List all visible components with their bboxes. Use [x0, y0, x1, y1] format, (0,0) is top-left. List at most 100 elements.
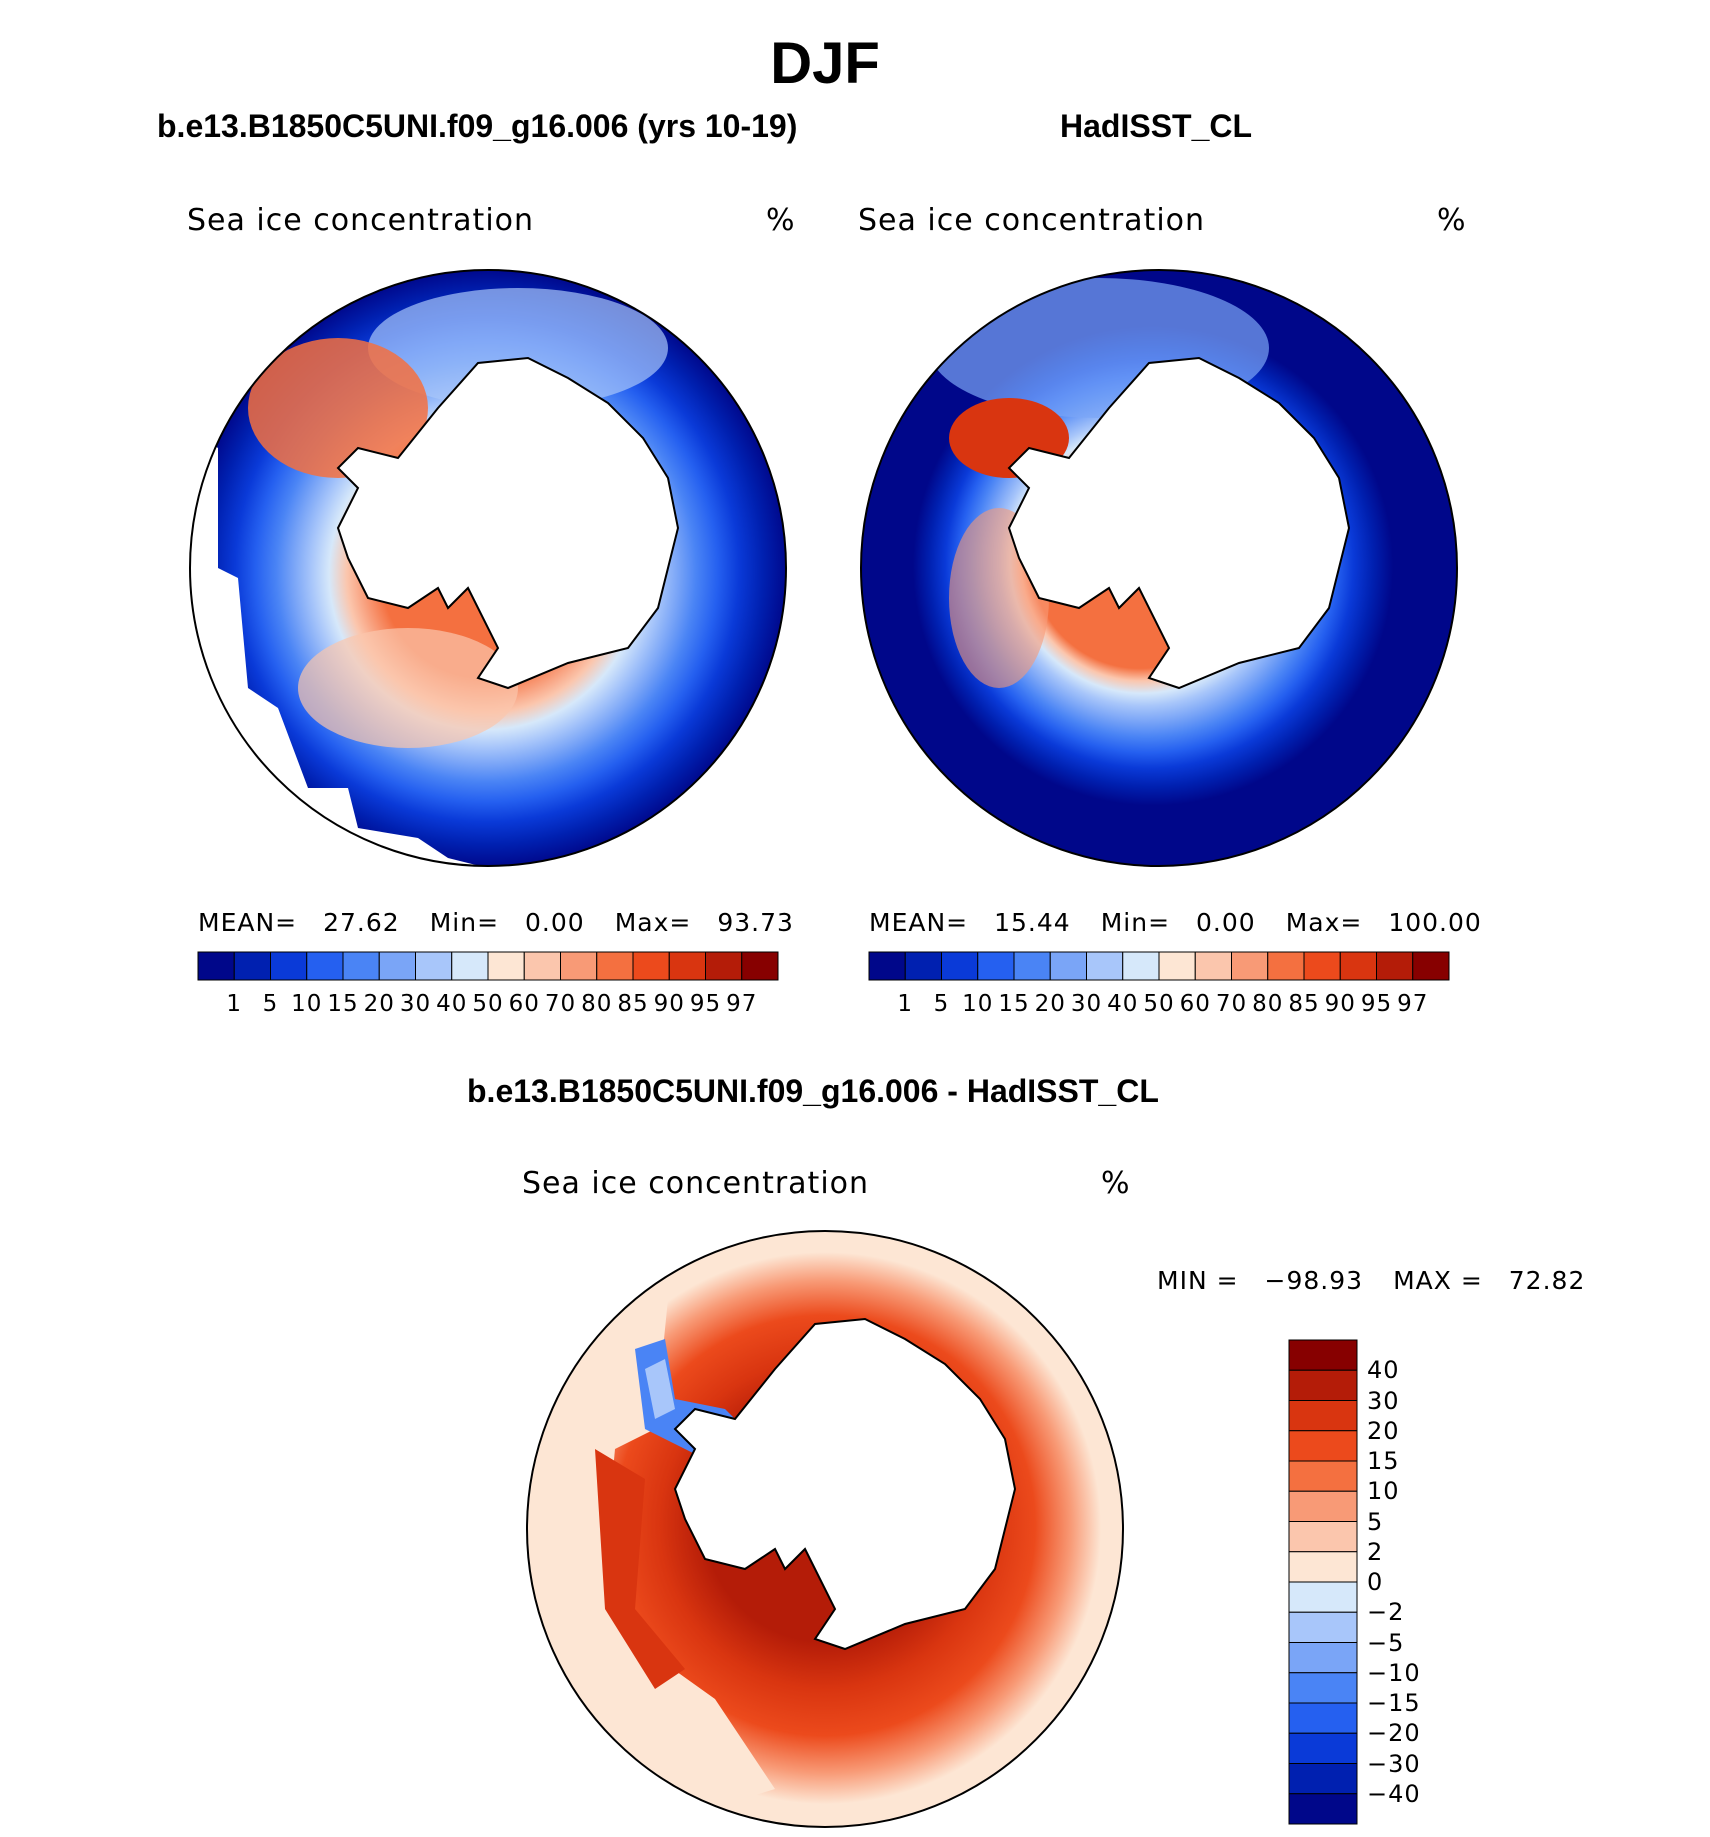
difference-polar-map — [526, 1230, 1124, 1828]
colorbar-tick-label: 85 — [617, 991, 649, 1017]
colorbar-swatch — [1288, 1490, 1358, 1522]
colorbar-swatch — [1288, 1551, 1358, 1583]
colorbar-tick-label: −2 — [1367, 1598, 1405, 1627]
colorbar-swatch — [1288, 1339, 1358, 1371]
colorbar-tick-label: 15 — [1367, 1447, 1400, 1475]
colorbar-swatch — [306, 951, 344, 981]
colorbar-tick-label: 50 — [472, 991, 504, 1017]
colorbar-tick-label: −30 — [1367, 1749, 1421, 1778]
colorbar-tick-label: 40 — [1107, 991, 1139, 1017]
colorbar-swatch — [197, 951, 235, 981]
colorbar-tick-label: 20 — [363, 991, 395, 1017]
panel-2-variable-label: Sea ice concentration — [858, 203, 1206, 238]
colorbar-swatch — [1303, 951, 1341, 981]
colorbar-swatch — [560, 951, 598, 981]
colorbar-tick-label: 90 — [1324, 991, 1356, 1017]
colorbar-swatch — [1122, 951, 1160, 981]
colorbar-swatch — [1288, 1732, 1358, 1764]
antarctica-land — [336, 356, 680, 690]
panel-1-stats: MEAN= 27.62 Min= 0.00 Max= 93.73 — [198, 908, 794, 937]
colorbar-tick-label: 2 — [1367, 1537, 1384, 1566]
colorbar-swatch — [1288, 1642, 1358, 1674]
panel-2-stats: MEAN= 15.44 Min= 0.00 Max= 100.00 — [869, 908, 1482, 937]
colorbar-swatch — [378, 951, 416, 981]
colorbar-swatch — [941, 951, 979, 981]
colorbar-swatch — [1376, 951, 1414, 981]
colorbar-swatch — [415, 951, 453, 981]
colorbar-tick-label: −40 — [1367, 1779, 1421, 1808]
difference-colorbar — [1288, 1339, 1358, 1825]
colorbar-swatch — [1288, 1611, 1358, 1643]
colorbar-swatch — [705, 951, 743, 981]
colorbar-tick-label: 80 — [1252, 991, 1284, 1017]
colorbar-swatch — [270, 951, 308, 981]
colorbar-tick-label: 5 — [262, 991, 279, 1017]
colorbar-swatch — [1288, 1460, 1358, 1492]
colorbar-swatch — [1158, 951, 1196, 981]
colorbar-tick-label: 30 — [399, 991, 432, 1017]
difference-colorbar-ticks: 40 30 20 15 10 5 2 0 −2 −5 −10 −15 −20 −30 −40 — [1367, 1340, 1487, 1824]
difference-stats: MIN = −98.93 MAX = 72.82 — [1157, 1266, 1586, 1295]
colorbar-tick-label: 97 — [726, 991, 758, 1017]
colorbar-swatch — [233, 951, 271, 981]
colorbar-swatch — [1231, 951, 1269, 981]
colorbar-swatch — [1288, 1430, 1358, 1462]
colorbar-swatch — [1288, 1793, 1358, 1825]
colorbar-swatch — [1013, 951, 1051, 981]
colorbar-tick-label: 10 — [962, 991, 994, 1017]
colorbar-tick-label: −5 — [1367, 1628, 1405, 1657]
panel-2-colorbar — [868, 951, 1450, 981]
colorbar-swatch — [1288, 1369, 1358, 1401]
figure-title: DJF — [770, 31, 880, 96]
colorbar-swatch — [1288, 1702, 1358, 1734]
colorbar-swatch — [1288, 1672, 1358, 1704]
colorbar-tick-label: 5 — [933, 991, 950, 1017]
colorbar-swatch — [1194, 951, 1232, 981]
colorbar-swatch — [1288, 1763, 1358, 1795]
difference-title: b.e13.B1850C5UNI.f09_g16.006 - HadISST_C… — [467, 1073, 1159, 1109]
colorbar-swatch — [342, 951, 380, 981]
panel-2-polar-map — [860, 269, 1458, 867]
panel-2-colorbar-ticks: 1 5 10 15 20 30 40 50 60 70 80 85 90 95 97 — [869, 991, 1449, 1021]
colorbar-tick-label: 40 — [1367, 1356, 1400, 1385]
colorbar-swatch — [1339, 951, 1377, 981]
colorbar-tick-label: 95 — [689, 991, 722, 1017]
colorbar-tick-label: −10 — [1367, 1658, 1421, 1687]
colorbar-tick-label: 70 — [544, 991, 577, 1017]
colorbar-tick-label: 15 — [998, 991, 1030, 1017]
colorbar-swatch — [1412, 951, 1450, 981]
colorbar-swatch — [487, 951, 525, 981]
colorbar-swatch — [1288, 1521, 1358, 1553]
colorbar-swatch — [977, 951, 1015, 981]
colorbar-tick-label: 85 — [1288, 991, 1320, 1017]
colorbar-tick-label: 40 — [436, 991, 468, 1017]
panel-1-title: b.e13.B1850C5UNI.f09_g16.006 (yrs 10-19) — [157, 108, 798, 144]
panel-1-variable-label: Sea ice concentration — [187, 203, 535, 238]
colorbar-tick-label: 60 — [1179, 991, 1211, 1017]
colorbar-tick-label: 50 — [1143, 991, 1175, 1017]
panel-1-colorbar-ticks: 1 5 10 15 20 30 40 50 60 70 80 85 90 95 97 — [198, 991, 778, 1021]
colorbar-swatch — [1049, 951, 1087, 981]
colorbar-tick-label: 15 — [327, 991, 359, 1017]
colorbar-tick-label: 20 — [1367, 1416, 1400, 1445]
colorbar-tick-label: 60 — [508, 991, 540, 1017]
colorbar-tick-label: 70 — [1215, 991, 1248, 1017]
colorbar-swatch — [741, 951, 779, 981]
colorbar-tick-label: 80 — [581, 991, 613, 1017]
colorbar-swatch — [632, 951, 670, 981]
colorbar-tick-label: 10 — [1367, 1477, 1400, 1506]
colorbar-tick-label: −20 — [1367, 1719, 1421, 1748]
difference-unit-label: % — [1101, 1166, 1131, 1201]
panel-2-unit-label: % — [1437, 203, 1467, 238]
colorbar-swatch — [1086, 951, 1124, 981]
colorbar-tick-label: 5 — [1367, 1507, 1384, 1536]
colorbar-swatch — [451, 951, 489, 981]
colorbar-swatch — [1267, 951, 1305, 981]
antarctica-land — [1007, 356, 1351, 690]
panel-1-colorbar — [197, 951, 779, 981]
colorbar-tick-label: 30 — [1367, 1386, 1400, 1415]
panel-2-title: HadISST_CL — [1060, 108, 1253, 144]
colorbar-swatch — [1288, 1581, 1358, 1613]
colorbar-tick-label: 1 — [897, 991, 914, 1017]
colorbar-tick-label: 97 — [1397, 991, 1429, 1017]
